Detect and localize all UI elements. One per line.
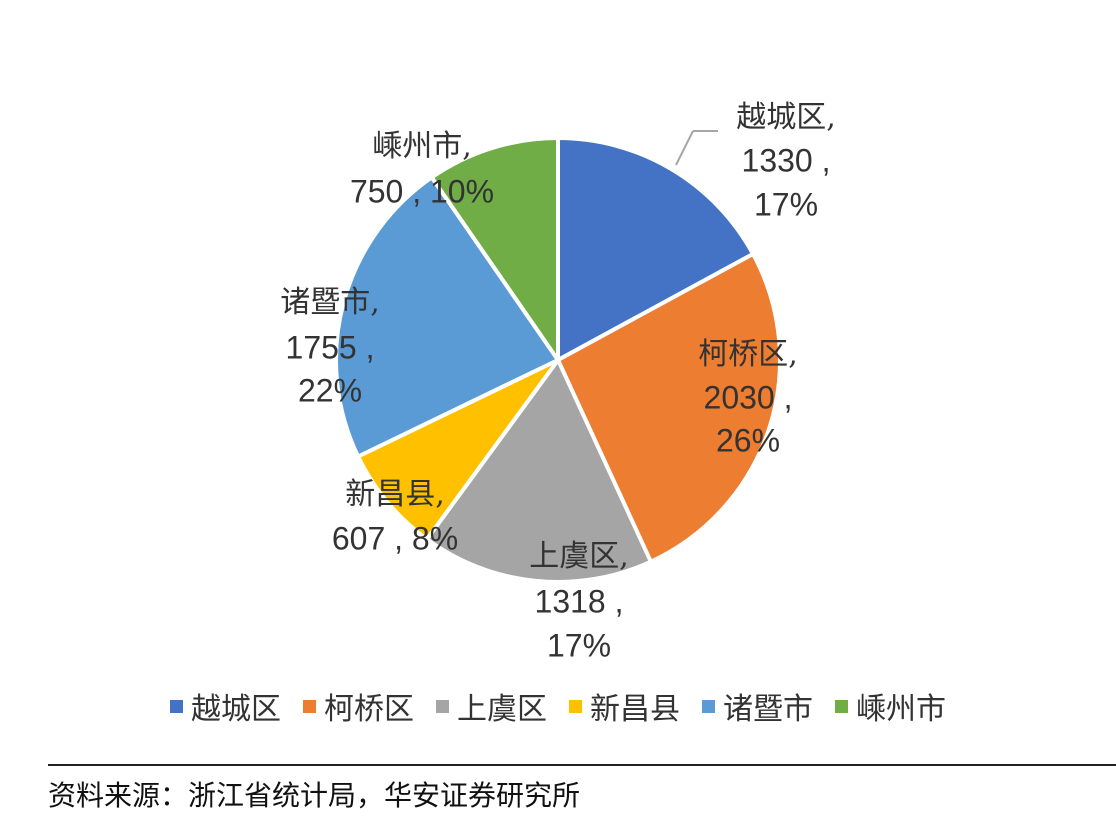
slice-label-2-percent: 26% (716, 422, 780, 458)
legend-label-6: 嵊州市 (856, 692, 946, 727)
pie-slice-5 (334, 175, 560, 459)
legend-item-1: 越城区 (170, 684, 281, 728)
slice-label-5-value: 1755 , (286, 329, 375, 365)
slice-label-1-value: 1330 , (742, 142, 831, 178)
legend-item-2: 柯桥区 (303, 684, 414, 728)
legend-label-1: 越城区 (191, 692, 281, 727)
legend-swatch-5 (702, 699, 715, 713)
pie-slice-1 (556, 136, 756, 362)
legend-swatch-2 (303, 699, 316, 713)
pie-slice-3 (424, 358, 653, 584)
legend-item-4: 新昌县 (569, 684, 680, 728)
legend-swatch-3 (436, 699, 449, 713)
slice-label-5-percent: 22% (298, 372, 362, 408)
slice-label-1-percent: 17% (754, 186, 818, 222)
slice-label-2-name: 柯桥区, (698, 337, 798, 372)
legend-swatch-6 (835, 699, 848, 713)
slice-label-3-percent: 17% (547, 627, 611, 663)
divider (48, 764, 1116, 766)
legend-item-6: 嵊州市 (835, 684, 946, 728)
slice-label-6-name: 嵊州市, (372, 129, 472, 164)
legend-swatch-4 (569, 699, 582, 713)
pie-slice-2 (556, 251, 782, 564)
slice-label-4-name: 新昌县, (345, 477, 445, 512)
pie-slice-4 (356, 358, 560, 542)
leader-line (675, 130, 694, 166)
legend-label-4: 新昌县 (590, 692, 680, 727)
slice-label-3-value: 1318 , (535, 583, 624, 619)
legend-label-5: 诸暨市 (723, 692, 813, 727)
slice-label-3-name: 上虞区, (529, 539, 629, 574)
legend-item-3: 上虞区 (436, 684, 547, 728)
pie-slice-6 (429, 136, 560, 362)
pie-chart: 越城区, 1330 , 17% 柯桥区, 2030 , 26% 上虞区, 1318 , 17% 新… (280, 100, 836, 663)
legend-label-3: 上虞区 (457, 692, 547, 727)
source-note: 资料来源：浙江省统计局，华安证券研究所 (48, 779, 581, 812)
slice-label-6-value-percent: 750 , 10% (350, 173, 494, 209)
slice-label-2-value: 2030 , (704, 379, 793, 415)
legend-swatch-1 (170, 699, 183, 713)
legend-item-5: 诸暨市 (702, 684, 813, 728)
legend-label-2: 柯桥区 (324, 692, 414, 727)
slice-label-1-name: 越城区, (736, 100, 836, 135)
slice-label-4-value-percent: 607 , 8% (332, 520, 458, 556)
slice-label-5-name: 诸暨市, (280, 285, 380, 320)
legend: 越城区 柯桥区 上虞区 新昌县 诸暨市 嵊州市 (0, 684, 1116, 728)
